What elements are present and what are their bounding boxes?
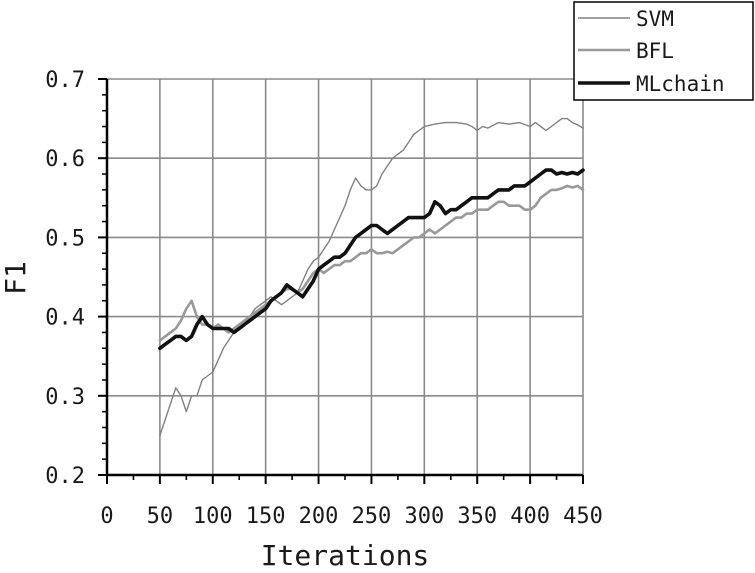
x-tick-label: 200 (299, 504, 339, 529)
y-tick-label: 0.4 (45, 306, 85, 331)
x-tick-label: 250 (352, 504, 392, 529)
grid (107, 78, 584, 475)
y-tick-label: 0.7 (45, 68, 85, 93)
y-tick-label: 0.3 (45, 385, 85, 410)
legend-label-svm: SVM (636, 7, 674, 31)
x-tick-label: 400 (510, 504, 550, 529)
x-tick-label: 350 (457, 504, 497, 529)
x-tick-label: 450 (563, 504, 603, 529)
x-tick-label: 150 (246, 504, 286, 529)
y-axis-title: F1 (0, 261, 32, 295)
series-line-mlchain (158, 168, 585, 351)
y-tick-label: 0.2 (45, 464, 85, 489)
y-tick-label: 0.6 (45, 147, 85, 172)
ticks (98, 78, 584, 484)
series-lines (158, 117, 585, 437)
series-line-svm (159, 117, 584, 437)
x-axis-title: Iterations (261, 539, 430, 572)
legend-label-bfl: BFL (636, 39, 674, 63)
legend: SVM BFL MLchain (573, 1, 754, 101)
x-tick-label: 300 (404, 504, 444, 529)
legend-label-mlchain: MLchain (636, 72, 725, 96)
x-tick-label: 0 (100, 504, 113, 529)
x-tick-label: 100 (193, 504, 233, 529)
axes (105, 79, 583, 477)
x-tick-label: 50 (147, 504, 174, 529)
tick-labels: 0 50 100 150 200 250 300 350 400 450 0.2 0.3 0.4 0.5 0… (45, 68, 603, 529)
y-tick-label: 0.5 (45, 226, 85, 251)
